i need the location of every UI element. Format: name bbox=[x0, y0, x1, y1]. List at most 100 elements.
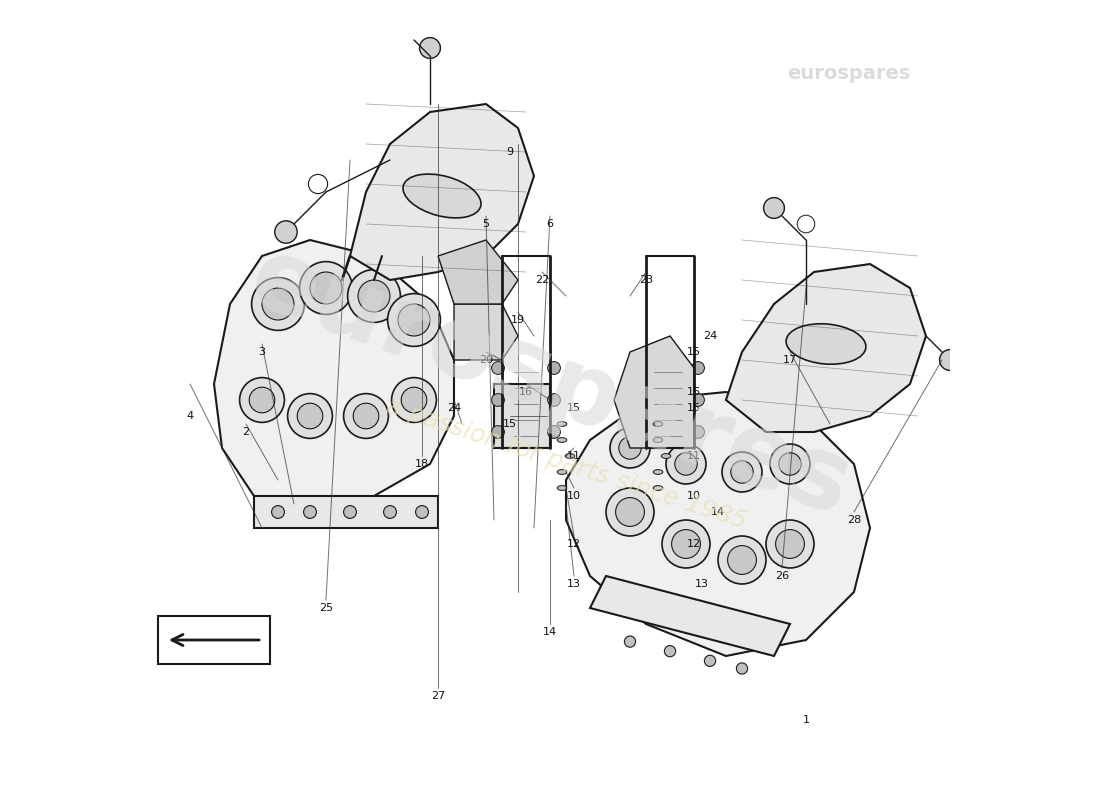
Ellipse shape bbox=[403, 174, 481, 218]
Circle shape bbox=[548, 426, 560, 438]
Circle shape bbox=[722, 452, 762, 492]
Polygon shape bbox=[438, 240, 518, 304]
Circle shape bbox=[358, 280, 390, 312]
Text: 23: 23 bbox=[639, 275, 653, 285]
Circle shape bbox=[492, 394, 505, 406]
Circle shape bbox=[275, 221, 297, 243]
Ellipse shape bbox=[653, 438, 663, 442]
Text: 15: 15 bbox=[688, 347, 701, 357]
Circle shape bbox=[636, 426, 648, 438]
Text: 28: 28 bbox=[847, 515, 861, 525]
Polygon shape bbox=[566, 392, 870, 656]
Polygon shape bbox=[614, 336, 694, 448]
Ellipse shape bbox=[558, 486, 566, 490]
Text: 16: 16 bbox=[519, 387, 534, 397]
Text: 14: 14 bbox=[711, 507, 725, 517]
Circle shape bbox=[692, 394, 704, 406]
Circle shape bbox=[763, 198, 784, 218]
Circle shape bbox=[636, 362, 648, 374]
Polygon shape bbox=[350, 104, 534, 280]
Circle shape bbox=[672, 530, 701, 558]
Text: 19: 19 bbox=[510, 315, 525, 325]
Circle shape bbox=[619, 437, 641, 459]
Polygon shape bbox=[726, 264, 926, 432]
Ellipse shape bbox=[786, 324, 866, 364]
Circle shape bbox=[416, 506, 428, 518]
Text: 18: 18 bbox=[415, 459, 429, 469]
Circle shape bbox=[252, 278, 305, 330]
Circle shape bbox=[736, 663, 748, 674]
Circle shape bbox=[692, 426, 704, 438]
Text: 15: 15 bbox=[688, 403, 701, 413]
Text: 25: 25 bbox=[319, 603, 333, 613]
Ellipse shape bbox=[653, 422, 663, 426]
Polygon shape bbox=[646, 384, 694, 448]
Circle shape bbox=[310, 272, 342, 304]
Circle shape bbox=[770, 444, 810, 484]
Text: 12: 12 bbox=[686, 539, 701, 549]
Circle shape bbox=[250, 387, 275, 413]
Circle shape bbox=[287, 394, 332, 438]
Text: 16: 16 bbox=[688, 387, 701, 397]
Circle shape bbox=[674, 453, 697, 475]
Text: 9: 9 bbox=[506, 147, 514, 157]
Circle shape bbox=[727, 546, 757, 574]
Circle shape bbox=[730, 461, 754, 483]
Circle shape bbox=[704, 655, 716, 666]
Circle shape bbox=[262, 288, 294, 320]
Circle shape bbox=[548, 394, 560, 406]
Circle shape bbox=[343, 394, 388, 438]
Circle shape bbox=[348, 270, 400, 322]
Circle shape bbox=[392, 378, 437, 422]
Text: 5: 5 bbox=[483, 219, 490, 229]
Text: 24: 24 bbox=[447, 403, 461, 413]
Text: 20: 20 bbox=[478, 355, 493, 365]
Circle shape bbox=[664, 646, 675, 657]
Text: 17: 17 bbox=[783, 355, 798, 365]
Circle shape bbox=[610, 428, 650, 468]
Polygon shape bbox=[454, 304, 518, 360]
Text: 14: 14 bbox=[543, 627, 557, 637]
Circle shape bbox=[718, 536, 766, 584]
Text: 27: 27 bbox=[431, 691, 446, 701]
Ellipse shape bbox=[558, 470, 566, 474]
Ellipse shape bbox=[661, 454, 671, 458]
Circle shape bbox=[616, 498, 645, 526]
Text: 11: 11 bbox=[566, 451, 581, 461]
Circle shape bbox=[606, 488, 654, 536]
Circle shape bbox=[766, 520, 814, 568]
Polygon shape bbox=[590, 576, 790, 656]
Circle shape bbox=[419, 38, 440, 58]
Text: 26: 26 bbox=[774, 571, 789, 581]
Circle shape bbox=[398, 304, 430, 336]
Text: 2: 2 bbox=[242, 427, 250, 437]
Circle shape bbox=[662, 520, 710, 568]
Ellipse shape bbox=[653, 486, 663, 490]
Circle shape bbox=[779, 453, 801, 475]
Polygon shape bbox=[214, 240, 454, 512]
Circle shape bbox=[240, 378, 285, 422]
Ellipse shape bbox=[653, 470, 663, 474]
Text: 4: 4 bbox=[186, 411, 194, 421]
Circle shape bbox=[387, 294, 440, 346]
Circle shape bbox=[343, 506, 356, 518]
Ellipse shape bbox=[565, 454, 575, 458]
Circle shape bbox=[692, 362, 704, 374]
Circle shape bbox=[776, 530, 804, 558]
Text: 15: 15 bbox=[503, 419, 517, 429]
Circle shape bbox=[636, 394, 648, 406]
Polygon shape bbox=[494, 384, 550, 448]
Text: eurospares: eurospares bbox=[236, 230, 864, 538]
Circle shape bbox=[297, 403, 322, 429]
Circle shape bbox=[304, 506, 317, 518]
Ellipse shape bbox=[558, 422, 566, 426]
Circle shape bbox=[492, 362, 505, 374]
Text: 6: 6 bbox=[547, 219, 553, 229]
Text: 22: 22 bbox=[535, 275, 549, 285]
Text: 10: 10 bbox=[688, 491, 701, 501]
Text: 1: 1 bbox=[803, 715, 810, 725]
Circle shape bbox=[492, 426, 505, 438]
Text: 24: 24 bbox=[703, 331, 717, 341]
Circle shape bbox=[353, 403, 378, 429]
Text: 15: 15 bbox=[566, 403, 581, 413]
